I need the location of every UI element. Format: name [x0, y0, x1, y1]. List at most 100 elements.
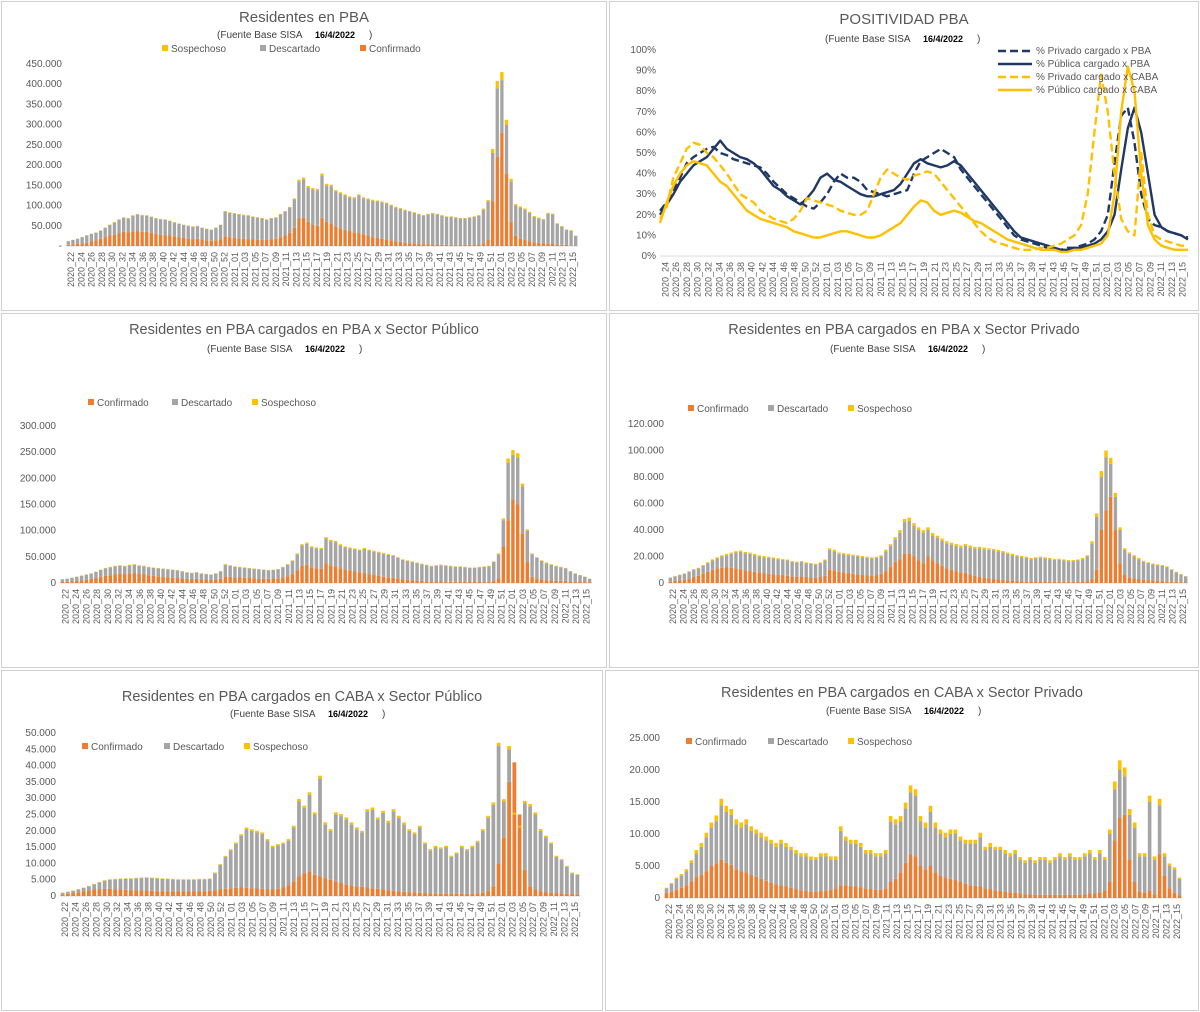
bar-confirmado [472, 582, 477, 583]
bar-descartado [574, 235, 578, 246]
x-tick-label: 2021_03 [840, 904, 850, 939]
x-tick-label: 2020_42 [164, 902, 174, 937]
bar-confirmado [935, 563, 940, 583]
bar-confirmado [564, 893, 569, 896]
bar-confirmado [228, 888, 233, 896]
x-tick-label: 2021_51 [1089, 904, 1099, 939]
x-tick-label: 2020_44 [783, 589, 793, 624]
bar-sospechoso [749, 826, 753, 831]
bar-descartado [527, 212, 532, 242]
x-tick-label: 2020_42 [768, 904, 778, 939]
x-tick-label: 2020_48 [195, 902, 205, 937]
bar-confirmado [874, 575, 879, 583]
bar-confirmado [824, 890, 828, 898]
y-tick-label: 250.000 [20, 447, 57, 458]
bar-descartado [518, 207, 523, 239]
bar-descartado [1160, 565, 1164, 581]
x-tick-label: 2021_35 [404, 252, 414, 287]
bar-descartado [407, 211, 412, 244]
bar-sospechoso [339, 814, 343, 817]
x-tick-label: 2020_26 [81, 902, 91, 937]
bar-sospechoso [515, 453, 520, 458]
bar-sospechoso [324, 183, 329, 186]
x-tick-label: 2021_49 [476, 902, 486, 937]
bar-sospechoso [223, 564, 228, 565]
bar-sospechoso [759, 832, 763, 838]
bar-confirmado [729, 864, 734, 898]
bar-descartado [172, 222, 177, 237]
bar-confirmado [292, 227, 296, 246]
x-tick-label: 2020_48 [790, 262, 800, 297]
bar-sospechoso [1169, 569, 1174, 570]
bar-descartado [844, 840, 848, 886]
bar-confirmado [1104, 510, 1108, 583]
bar-descartado [784, 846, 788, 887]
bar-descartado [237, 214, 241, 239]
bar-sospechoso [1098, 850, 1102, 854]
x-tick-label: 2021_45 [455, 902, 465, 937]
bar-sospechoso [874, 556, 879, 558]
bar-confirmado [232, 237, 237, 246]
bar-descartado [257, 569, 261, 579]
bar-descartado [160, 878, 165, 892]
bar-descartado [549, 564, 553, 581]
bar-confirmado [266, 578, 271, 583]
bar-confirmado [348, 570, 352, 583]
legend-swatch-sospechoso [848, 405, 854, 411]
x-tick-label: 2020_34 [124, 589, 134, 624]
bar-descartado [295, 554, 299, 571]
bar-sospechoso [297, 799, 301, 802]
bar-descartado [1020, 557, 1024, 582]
bar-confirmado [218, 889, 223, 896]
bar-confirmado [554, 893, 559, 896]
bar-sospechoso [799, 853, 803, 857]
bar-confirmado [191, 239, 195, 246]
x-tick-label: 2021_07 [258, 902, 268, 937]
bar-descartado [785, 560, 790, 576]
bar-sospechoso [968, 839, 973, 844]
bar-descartado [694, 853, 699, 878]
bar-descartado [348, 548, 352, 571]
bar-confirmado [948, 878, 953, 898]
bar-sospechoso [501, 518, 506, 521]
bar-descartado [762, 557, 766, 574]
bar-descartado [1076, 560, 1080, 582]
bar-sospechoso [694, 850, 699, 854]
bar-descartado [246, 215, 250, 240]
bar-descartado [155, 878, 160, 892]
bar-sospechoso [953, 829, 958, 834]
x-tick-label: 2021_09 [273, 589, 283, 624]
bar-confirmado [1123, 575, 1127, 583]
bar-confirmado [1098, 892, 1102, 898]
x-tick-label: 2021_01 [835, 589, 845, 624]
bar-confirmado [1076, 581, 1080, 583]
bar-descartado [938, 834, 943, 876]
bar-sospechoso [795, 561, 799, 563]
bar-descartado [1057, 559, 1061, 582]
bar-confirmado [973, 575, 977, 583]
x-tick-label: 2022_05 [1120, 904, 1130, 939]
bar-confirmado [1038, 581, 1043, 583]
y-tick-label: 10.000 [25, 858, 56, 869]
x-tick-label: 2020_30 [103, 589, 113, 624]
x-tick-label: 2021_33 [401, 589, 411, 624]
bar-confirmado [381, 576, 386, 583]
x-tick-label: 2020_30 [706, 904, 716, 939]
bar-confirmado [228, 237, 232, 246]
bar-descartado [491, 152, 495, 202]
bar-sospechoso [1162, 853, 1167, 857]
bar-descartado [449, 856, 454, 894]
bar-confirmado [987, 578, 991, 583]
bar-sospechoso [357, 194, 361, 196]
x-tick-label: 2021_29 [372, 902, 382, 937]
x-tick-label: 2021_51 [1095, 589, 1105, 624]
bar-sospechoso [371, 199, 375, 201]
bar-descartado [870, 558, 874, 576]
bar-descartado [678, 575, 682, 581]
bar-descartado [297, 801, 301, 877]
legend-label-sospechoso: Sospechoso [857, 404, 912, 415]
bar-descartado [122, 566, 127, 575]
bar-descartado [285, 564, 290, 577]
bar-sospechoso [908, 785, 913, 793]
bar-descartado [673, 576, 677, 582]
